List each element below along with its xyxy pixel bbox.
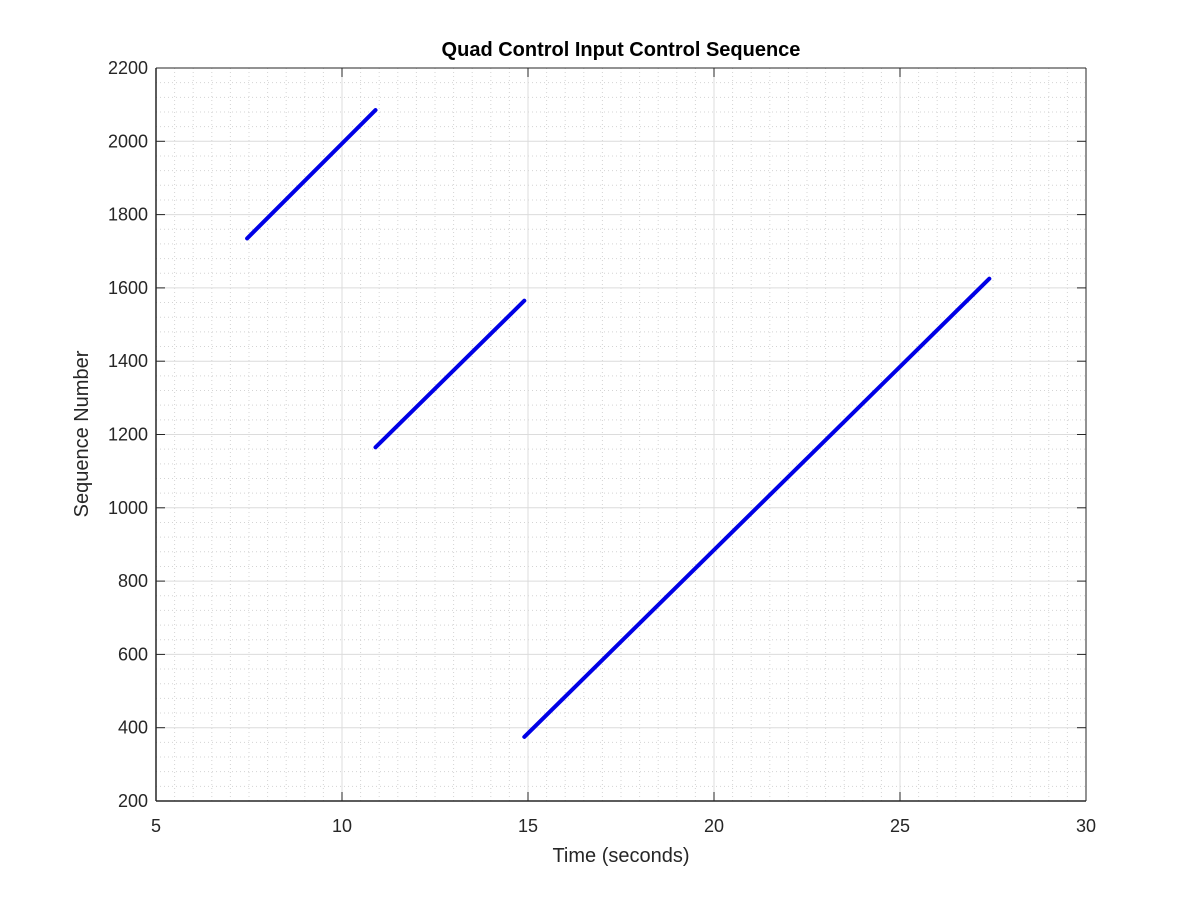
y-axis-label: Sequence Number — [71, 350, 93, 517]
chart-title: Quad Control Input Control Sequence — [442, 39, 801, 61]
y-tick-labels: 200 400 600 800 1000 1200 1400 1600 1800 2000 2200 — [108, 58, 148, 811]
y-tick-label: 400 — [118, 718, 148, 738]
series-line-3 — [522, 276, 992, 739]
y-tick-label: 1400 — [108, 351, 148, 371]
x-tick-label: 10 — [332, 816, 352, 836]
y-tick-label: 1000 — [108, 498, 148, 518]
y-tick-label: 1800 — [108, 205, 148, 225]
series-layer — [245, 108, 992, 739]
series-line-1 — [245, 108, 378, 241]
x-tick-label: 20 — [704, 816, 724, 836]
x-tick-label: 25 — [890, 816, 910, 836]
y-tick-label: 1200 — [108, 425, 148, 445]
x-tick-label: 5 — [151, 816, 161, 836]
y-tick-label: 800 — [118, 571, 148, 591]
y-tick-label: 2000 — [108, 131, 148, 151]
x-tick-label: 15 — [518, 816, 538, 836]
minor-grid — [156, 68, 1086, 801]
x-tick-label: 30 — [1076, 816, 1096, 836]
axes-layer — [155, 67, 1087, 802]
x-axis-label: Time (seconds) — [552, 845, 689, 867]
y-tick-label: 200 — [118, 791, 148, 811]
series-line-2 — [373, 298, 527, 450]
y-tick-label: 2200 — [108, 58, 148, 78]
y-tick-label: 600 — [118, 644, 148, 664]
x-tick-labels: 5 10 15 20 25 30 — [151, 816, 1096, 836]
y-tick-label: 1600 — [108, 278, 148, 298]
